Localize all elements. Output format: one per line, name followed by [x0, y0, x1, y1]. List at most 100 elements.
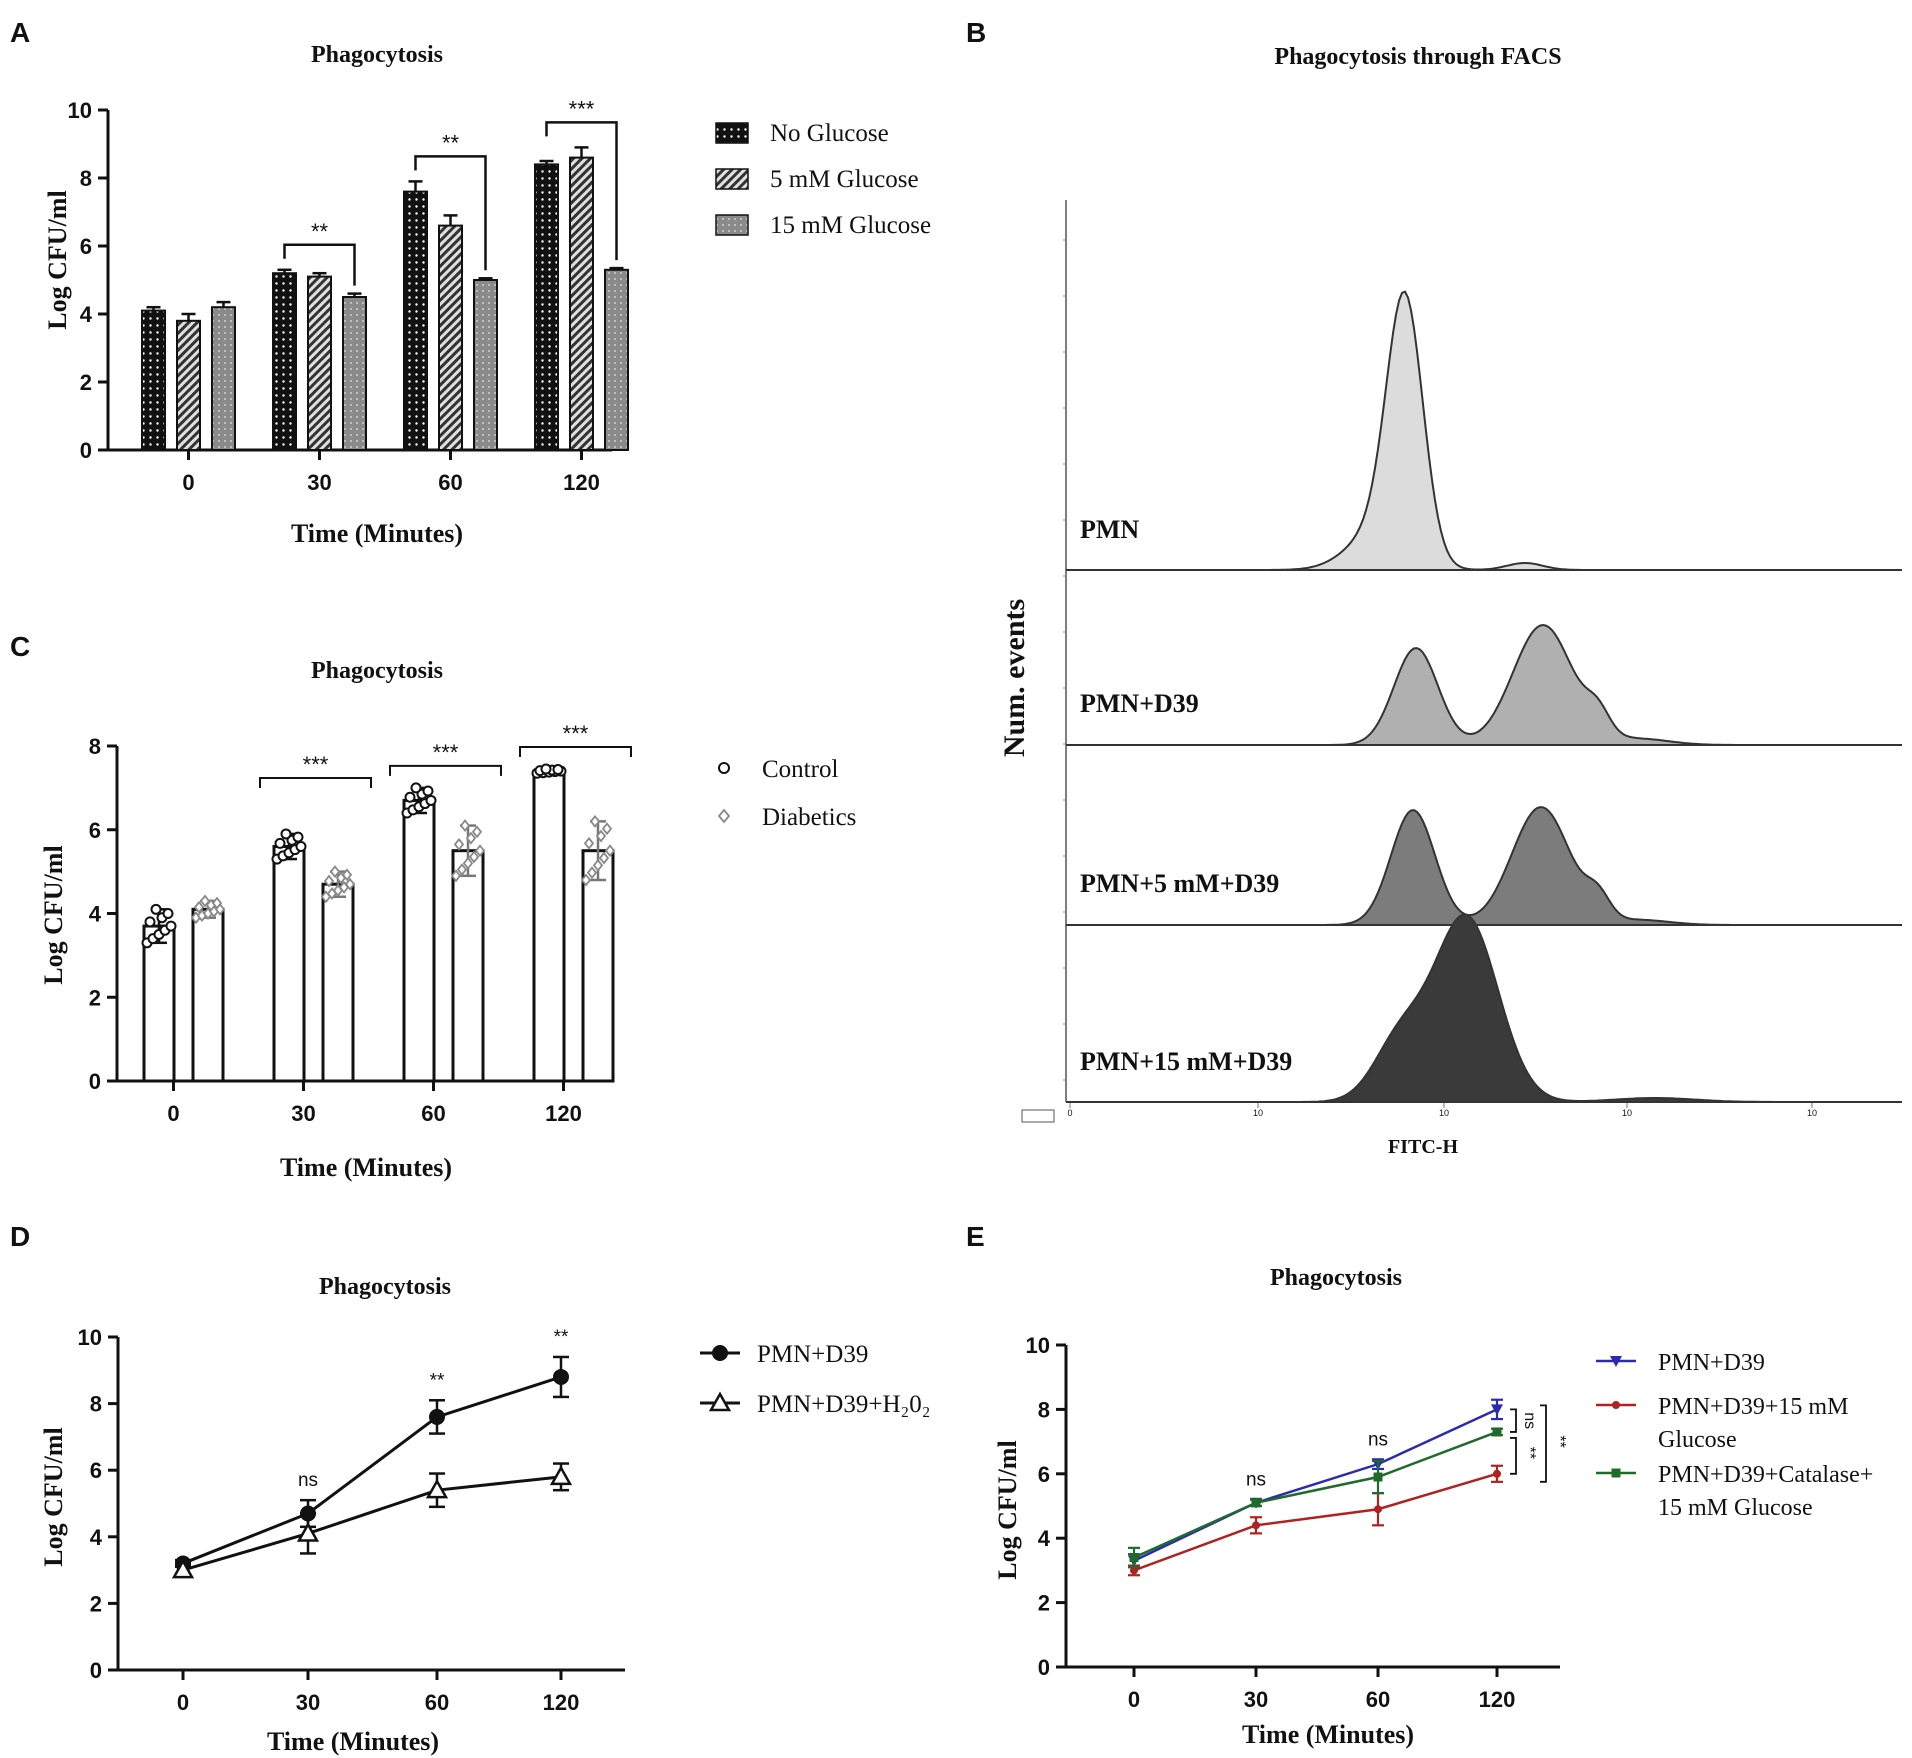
panel-c-x-tick-label: 120: [545, 1101, 582, 1126]
panel-a-significance-bracket: [414, 155, 487, 271]
panel-d-x-tick-label: 60: [425, 1690, 449, 1715]
panel-d-plot: 0 2 4 6 8 10 0 30 60 120 ns ** **: [78, 1325, 625, 1715]
panel-c-diabetic-point: [462, 856, 474, 870]
panel-b-y-axis-label: Num. events: [998, 599, 1031, 757]
panel-d-point-triangle: [171, 1558, 195, 1579]
panel-c-plot: 0 2 4 6 8 0 30 60 120 *** *** ***: [89, 721, 632, 1126]
panel-c-bar: [532, 769, 566, 1083]
panel-c-diabetic-point: [344, 877, 356, 891]
panel-a-legend: No Glucose 5 mM Glucose 15 mM Glucose: [715, 120, 931, 239]
panel-a-y-axis-label: Log CFU/ml: [43, 190, 72, 329]
panel-a-bar: [176, 319, 201, 451]
panel-b-histogram-label: PMN+5 mM+D39: [1080, 869, 1279, 898]
panel-e-legend-label: PMN+D39+15 mM: [1658, 1394, 1848, 1420]
panel-e-x-tick-label: 0: [1128, 1687, 1140, 1712]
panel-e-bracket-outer-label: **: [1551, 1435, 1568, 1447]
panel-e-letter: E: [966, 1221, 985, 1252]
panel-c-control-point: [274, 837, 286, 849]
panel-a-y-tick-label: 0: [80, 438, 92, 463]
panel-e-point-square: [1251, 1498, 1261, 1508]
panel-e-x-axis-label: Time (Minutes): [1242, 1720, 1414, 1749]
panel-e-legend-label: 15 mM Glucose: [1658, 1495, 1813, 1521]
panel-b-title: Phagocytosis through FACS: [1274, 44, 1561, 70]
panel-c-diabetic-point: [601, 822, 613, 836]
panel-a-y-tick-label: 10: [68, 98, 92, 123]
panel-e-significance-label: ns: [1368, 1429, 1388, 1450]
panel-c-diabetic-point: [450, 869, 462, 883]
panel-a-bar: [141, 309, 166, 451]
panel-c-control-point: [425, 794, 437, 806]
panel-a: A Phagocytosis Time (Minutes) Log CFU/ml…: [10, 17, 931, 548]
panel-a-legend-swatch: [715, 168, 749, 190]
panel-a-legend-swatch: [715, 122, 749, 144]
panel-b-histogram: [1066, 806, 1902, 926]
panel-c-significance-label: ***: [303, 752, 329, 777]
panel-c-title: Phagocytosis: [311, 658, 443, 684]
panel-a-bar: [403, 190, 428, 451]
panel-c: C Phagocytosis Time (Minutes) Log CFU/ml…: [10, 631, 856, 1182]
panel-e-bracket-bottom-label: **: [1521, 1447, 1538, 1459]
panel-a-legend-swatch: [715, 214, 749, 236]
panel-c-control-point: [150, 903, 162, 915]
panel-c-x-tick-label: 30: [291, 1101, 315, 1126]
panel-c-diabetic-point: [595, 829, 607, 843]
panel-c-legend: Control Diabetics: [717, 756, 856, 831]
panel-d-significance-label: ns: [298, 1470, 318, 1491]
panel-c-bar: [191, 907, 225, 1083]
panel-c-significance-label: ***: [433, 740, 459, 765]
panel-c-control-point: [540, 763, 552, 775]
panel-e-point-circle: [1130, 1566, 1138, 1575]
panel-a-x-tick-label: 0: [182, 470, 194, 495]
panel-c-y-tick-label: 2: [89, 985, 101, 1010]
panel-c-diabetic-point: [465, 831, 477, 845]
panel-e: E Phagocytosis Time (Minutes) Log CFU/ml…: [966, 1221, 1873, 1749]
panel-c-diabetic-point: [583, 836, 595, 850]
panel-e-y-tick-label: 2: [1038, 1591, 1050, 1616]
panel-c-x-axis-label: Time (Minutes): [280, 1153, 452, 1182]
panel-a-x-tick-label: 120: [563, 470, 600, 495]
panel-e-point-triangle: [1491, 1404, 1503, 1416]
panel-c-diabetic-point: [471, 825, 483, 839]
panel-e-bracket-top-label: ns: [1521, 1412, 1538, 1429]
panel-c-significance-bracket: [519, 746, 632, 758]
panel-c-diabetic-point: [329, 865, 341, 879]
panel-a-y-tick-label: 6: [80, 234, 92, 259]
panel-c-diabetic-point: [589, 814, 601, 828]
panel-a-bar: [272, 272, 297, 452]
panel-e-legend-label: Glucose: [1658, 1427, 1737, 1453]
panel-c-control-point: [144, 916, 156, 928]
panel-e-series-line: [1133, 1408, 1498, 1562]
panel-d-significance-label: **: [554, 1327, 569, 1348]
panel-a-bar: [211, 306, 236, 452]
panel-d-letter: D: [10, 1221, 30, 1252]
panel-e-legend-label: PMN+D39: [1658, 1350, 1765, 1376]
panel-d-series-line: [182, 1375, 562, 1565]
panel-d-legend-label: PMN+D39+H₂0₂: [757, 1391, 930, 1418]
panel-d: D Phagocytosis Time (Minutes) Log CFU/ml…: [10, 1221, 930, 1756]
panel-b-x-tick-label: 10: [1439, 1108, 1449, 1118]
panel-a-y-tick-label: 2: [80, 370, 92, 395]
panel-c-control-point: [280, 828, 292, 840]
panel-a-significance-label: **: [311, 219, 329, 244]
panel-d-legend-marker: [712, 1345, 728, 1361]
panel-c-significance-label: ***: [563, 721, 589, 746]
panel-d-point-triangle: [425, 1478, 449, 1499]
panel-d-y-tick-label: 2: [90, 1591, 102, 1616]
panel-d-significance-label: **: [430, 1370, 445, 1391]
panel-c-diabetic-point: [468, 850, 480, 864]
panel-e-point-square: [1492, 1427, 1502, 1437]
panel-e-y-tick-label: 8: [1038, 1397, 1050, 1422]
panel-c-bar: [581, 849, 615, 1083]
panel-b-histogram: [1066, 290, 1902, 571]
panel-e-legend-marker: [1612, 1401, 1620, 1409]
panel-c-legend-label: Diabetics: [762, 804, 856, 831]
panel-d-x-axis-label: Time (Minutes): [267, 1727, 439, 1756]
panel-e-y-tick-label: 6: [1038, 1462, 1050, 1487]
panel-c-bar: [142, 924, 176, 1083]
panel-a-y-tick-label: 8: [80, 166, 92, 191]
panel-d-series-line: [182, 1475, 562, 1572]
panel-d-y-tick-label: 4: [90, 1525, 103, 1550]
panel-b-histogram-label: PMN+15 mM+D39: [1080, 1047, 1292, 1076]
panel-b-histogram: [1066, 623, 1902, 746]
panel-b-corner-box: [1021, 1109, 1055, 1123]
